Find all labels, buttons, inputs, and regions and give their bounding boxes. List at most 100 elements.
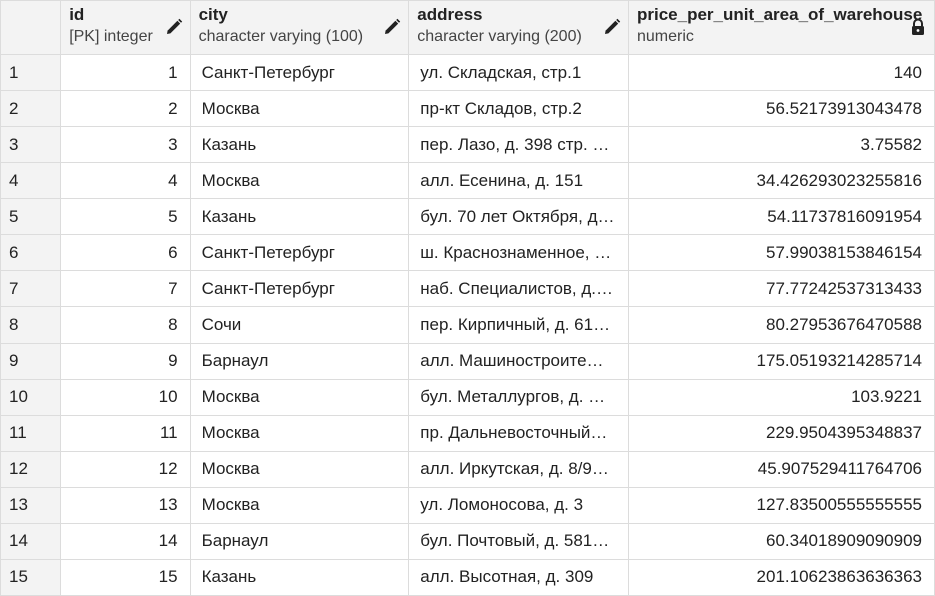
id-cell[interactable]: 7 — [60, 270, 191, 308]
address-cell[interactable]: пр. Дальневосточный… — [408, 414, 629, 452]
city-cell[interactable]: Санкт-Петербург — [189, 270, 410, 308]
row-number-header[interactable] — [0, 0, 62, 55]
row-number-cell[interactable]: 8 — [0, 306, 62, 344]
city-cell[interactable]: Москва — [189, 378, 410, 416]
id-cell[interactable]: 11 — [60, 414, 191, 452]
column-header-city[interactable]: city character varying (100) — [189, 0, 410, 55]
id-cell[interactable]: 3 — [60, 126, 191, 164]
pencil-icon[interactable] — [602, 17, 622, 37]
address-cell[interactable]: наб. Специалистов, д.… — [408, 270, 629, 308]
pencil-icon[interactable] — [164, 17, 184, 37]
row-number-cell[interactable]: 10 — [0, 378, 62, 416]
table-row[interactable]: 4 4 Москва алл. Есенина, д. 151 34.426293023… — [0, 162, 935, 200]
table-row[interactable]: 12 12 Москва алл. Иркутская, д. 8/9… 45.9075… — [0, 450, 935, 488]
city-cell[interactable]: Казань — [189, 558, 410, 596]
table-row[interactable]: 10 10 Москва бул. Металлургов, д. … 103.9221 — [0, 378, 935, 416]
price-cell[interactable]: 54.11737816091954 — [627, 198, 935, 236]
price-cell[interactable]: 201.10623863636363 — [627, 558, 935, 596]
table-row[interactable]: 13 13 Москва ул. Ломоносова, д. 3 127.835005… — [0, 486, 935, 524]
column-header-address[interactable]: address character varying (200) — [408, 0, 629, 55]
table-row[interactable]: 15 15 Казань алл. Высотная, д. 309 201.10623… — [0, 558, 935, 596]
address-cell[interactable]: алл. Есенина, д. 151 — [408, 162, 629, 200]
table-row[interactable]: 14 14 Барнаул бул. Почтовый, д. 581… 60.3401… — [0, 522, 935, 560]
table-row[interactable]: 6 6 Санкт-Петербург ш. Краснознаменное, … 57… — [0, 234, 935, 272]
address-cell[interactable]: пр-кт Складов, стр.2 — [408, 90, 629, 128]
city-cell[interactable]: Сочи — [189, 306, 410, 344]
id-cell[interactable]: 14 — [60, 522, 191, 560]
price-cell[interactable]: 229.9504395348837 — [627, 414, 935, 452]
id-cell[interactable]: 9 — [60, 342, 191, 380]
price-cell[interactable]: 127.83500555555555 — [627, 486, 935, 524]
id-cell[interactable]: 2 — [60, 90, 191, 128]
row-number-cell[interactable]: 14 — [0, 522, 62, 560]
row-number-cell[interactable]: 6 — [0, 234, 62, 272]
city-cell[interactable]: Москва — [189, 414, 410, 452]
row-number-cell[interactable]: 9 — [0, 342, 62, 380]
table-row[interactable]: 1 1 Санкт-Петербург ул. Складская, стр.1 140 — [0, 53, 935, 92]
price-cell[interactable]: 80.27953676470588 — [627, 306, 935, 344]
price-cell[interactable]: 60.34018909090909 — [627, 522, 935, 560]
address-cell[interactable]: бул. 70 лет Октября, д… — [408, 198, 629, 236]
id-cell[interactable]: 4 — [60, 162, 191, 200]
city-cell[interactable]: Москва — [189, 450, 410, 488]
city-cell[interactable]: Казань — [189, 126, 410, 164]
id-cell[interactable]: 10 — [60, 378, 191, 416]
address-cell[interactable]: бул. Металлургов, д. … — [408, 378, 629, 416]
table-row[interactable]: 3 3 Казань пер. Лазо, д. 398 стр. … 3.75582 — [0, 126, 935, 164]
city-cell[interactable]: Санкт-Петербург — [189, 234, 410, 272]
id-cell[interactable]: 8 — [60, 306, 191, 344]
header-row: id [PK] integer city character varying (… — [0, 0, 935, 55]
address-cell[interactable]: пер. Лазо, д. 398 стр. … — [408, 126, 629, 164]
price-cell[interactable]: 45.907529411764706 — [627, 450, 935, 488]
table-row[interactable]: 5 5 Казань бул. 70 лет Октября, д… 54.117378… — [0, 198, 935, 236]
row-number-cell[interactable]: 1 — [0, 53, 62, 92]
city-cell[interactable]: Москва — [189, 90, 410, 128]
row-number-cell[interactable]: 2 — [0, 90, 62, 128]
price-cell[interactable]: 34.426293023255816 — [627, 162, 935, 200]
price-cell[interactable]: 56.52173913043478 — [627, 90, 935, 128]
column-header-id[interactable]: id [PK] integer — [60, 0, 191, 55]
price-cell[interactable]: 140 — [627, 53, 935, 92]
id-cell[interactable]: 1 — [60, 53, 191, 92]
table-row[interactable]: 8 8 Сочи пер. Кирпичный, д. 61… 80.279536764… — [0, 306, 935, 344]
city-cell[interactable]: Казань — [189, 198, 410, 236]
id-cell[interactable]: 15 — [60, 558, 191, 596]
price-cell[interactable]: 175.05193214285714 — [627, 342, 935, 380]
row-number-cell[interactable]: 3 — [0, 126, 62, 164]
address-cell[interactable]: алл. Машиностроите… — [408, 342, 629, 380]
price-cell[interactable]: 77.77242537313433 — [627, 270, 935, 308]
city-cell[interactable]: Санкт-Петербург — [189, 53, 410, 92]
city-cell[interactable]: Москва — [189, 162, 410, 200]
id-cell[interactable]: 12 — [60, 450, 191, 488]
address-cell[interactable]: алл. Иркутская, д. 8/9… — [408, 450, 629, 488]
table-row[interactable]: 11 11 Москва пр. Дальневосточный… 229.950439… — [0, 414, 935, 452]
price-cell[interactable]: 3.75582 — [627, 126, 935, 164]
column-header-price-per-unit-area[interactable]: price_per_unit_area_of_warehouse numeric — [627, 0, 935, 55]
row-number-cell[interactable]: 13 — [0, 486, 62, 524]
address-cell[interactable]: ул. Складская, стр.1 — [408, 53, 629, 92]
row-number-cell[interactable]: 4 — [0, 162, 62, 200]
city-cell[interactable]: Москва — [189, 486, 410, 524]
city-cell[interactable]: Барнаул — [189, 342, 410, 380]
row-number-cell[interactable]: 7 — [0, 270, 62, 308]
address-cell[interactable]: ш. Краснознаменное, … — [408, 234, 629, 272]
row-number-cell[interactable]: 12 — [0, 450, 62, 488]
address-cell[interactable]: пер. Кирпичный, д. 61… — [408, 306, 629, 344]
row-number-cell[interactable]: 5 — [0, 198, 62, 236]
id-cell[interactable]: 6 — [60, 234, 191, 272]
table-row[interactable]: 7 7 Санкт-Петербург наб. Специалистов, д.… 7… — [0, 270, 935, 308]
table-row[interactable]: 2 2 Москва пр-кт Складов, стр.2 56.521739130… — [0, 90, 935, 128]
address-cell[interactable]: бул. Почтовый, д. 581… — [408, 522, 629, 560]
price-cell[interactable]: 103.9221 — [627, 378, 935, 416]
id-cell[interactable]: 13 — [60, 486, 191, 524]
row-number-cell[interactable]: 11 — [0, 414, 62, 452]
row-number-cell[interactable]: 15 — [0, 558, 62, 596]
city-cell[interactable]: Барнаул — [189, 522, 410, 560]
address-cell[interactable]: алл. Высотная, д. 309 — [408, 558, 629, 596]
id-cell[interactable]: 5 — [60, 198, 191, 236]
pencil-icon[interactable] — [382, 17, 402, 37]
table-row[interactable]: 9 9 Барнаул алл. Машиностроите… 175.05193214… — [0, 342, 935, 380]
price-cell[interactable]: 57.99038153846154 — [627, 234, 935, 272]
address-cell[interactable]: ул. Ломоносова, д. 3 — [408, 486, 629, 524]
